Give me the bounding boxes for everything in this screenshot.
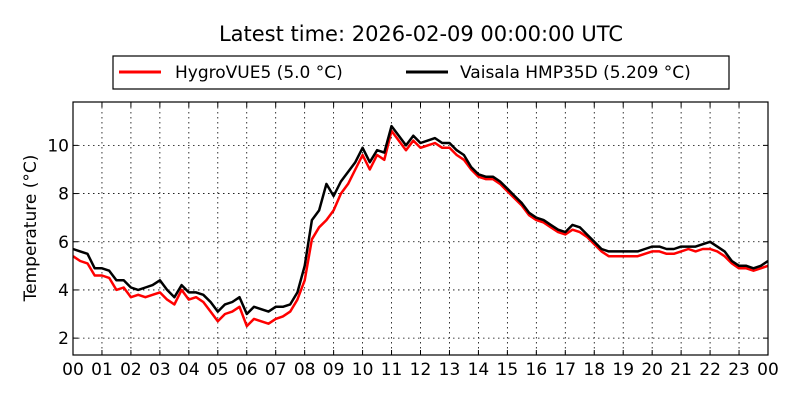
x-tick-labels: 00 01 02 03 04 05 06 07 08 09 10 11 12 13 14 15 16 17 18 19… [62, 360, 779, 380]
x-tick-label: 20 [641, 360, 663, 380]
legend: HygroVUE5 (5.0 °C) Vaisala HMP35D (5.209… [112, 55, 730, 90]
x-tick-label: 21 [670, 360, 692, 380]
legend-label-vaisala: Vaisala HMP35D (5.209 °C) [460, 63, 691, 83]
legend-label-hygrovue5: HygroVUE5 (5.0 °C) [175, 63, 343, 83]
series-line-hygrovue5 [72, 129, 769, 328]
y-tick-labels: 2 4 6 8 10 [47, 136, 69, 349]
x-tick-label: 11 [381, 360, 403, 380]
x-tick-label: 07 [265, 360, 287, 380]
y-tick-label: 6 [58, 233, 69, 253]
x-tick-label: 19 [612, 360, 634, 380]
x-tick-label: 00 [757, 360, 779, 380]
x-tick-label: 03 [149, 360, 171, 380]
plot-frame [72, 101, 769, 356]
x-tick-label: 23 [728, 360, 750, 380]
x-tick-label: 04 [178, 360, 200, 380]
x-tick-label: 14 [468, 360, 490, 380]
x-tick-label: 02 [120, 360, 142, 380]
y-axis-label: Temperature (°C) [21, 155, 41, 303]
x-tick-label: 12 [410, 360, 432, 380]
x-tick-label: 06 [236, 360, 258, 380]
x-tick-label: 15 [497, 360, 519, 380]
chart-title: Latest time: 2026-02-09 00:00:00 UTC [219, 22, 623, 46]
x-tick-label: 16 [526, 360, 548, 380]
x-tick-label: 17 [554, 360, 576, 380]
series-layer [72, 124, 769, 328]
series-line-vaisala [72, 124, 769, 316]
grid [73, 102, 768, 355]
x-tick-label: 13 [439, 360, 461, 380]
x-tick-label: 08 [294, 360, 316, 380]
y-tick-label: 8 [58, 185, 69, 205]
y-tick-label: 4 [58, 281, 69, 301]
y-tick-label: 2 [58, 329, 69, 349]
x-tick-label: 09 [323, 360, 345, 380]
x-tick-label: 00 [62, 360, 84, 380]
x-tick-label: 01 [91, 360, 113, 380]
x-tick-label: 18 [583, 360, 605, 380]
y-tick-label: 10 [47, 136, 69, 156]
x-tick-label: 22 [699, 360, 721, 380]
x-tick-label: 05 [207, 360, 229, 380]
x-tick-label: 10 [352, 360, 374, 380]
